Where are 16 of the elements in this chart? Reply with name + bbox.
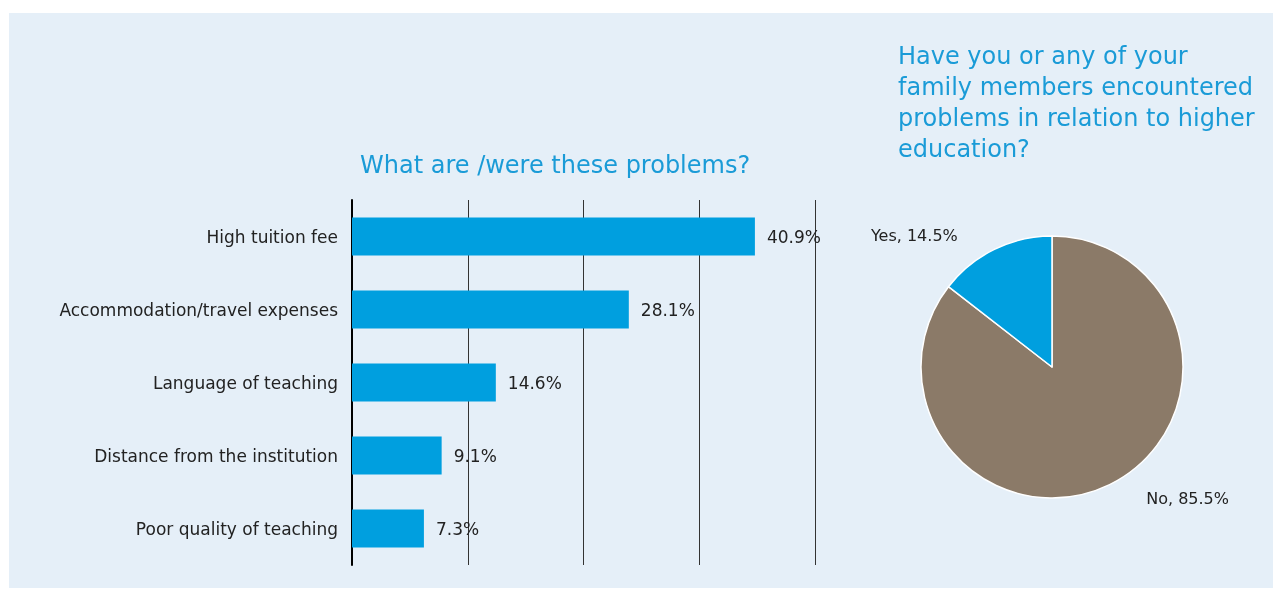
chart-title: What are /were these problems? [360,151,751,179]
y-tick-label: High tuition fee [206,226,338,247]
bar [352,217,755,256]
y-tick-label: Distance from the institution [94,445,338,466]
chart-title: Have you or any of your family members encountered problems in relation to higher education? [898,41,1263,163]
y-tick-label: Language of teaching [152,372,338,393]
data-label: 14.6% [507,372,562,393]
slice-label: No, 85.5% [1146,488,1229,508]
bar [352,363,496,402]
y-tick-label: Accommodation/travel expenses [59,299,339,320]
slice-label: Yes, 14.5% [869,226,958,246]
bar [352,509,424,548]
bar [352,290,629,329]
y-tick-label: Poor quality of teaching [135,518,338,539]
data-label: 28.1% [640,299,695,320]
bar [352,436,442,475]
